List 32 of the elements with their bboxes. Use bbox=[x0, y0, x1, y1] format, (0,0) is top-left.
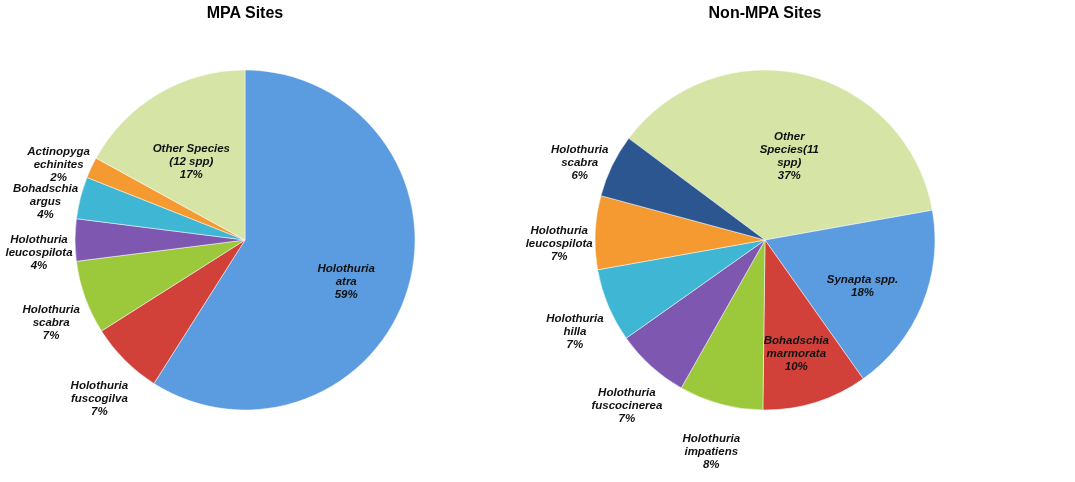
chart-title: Non-MPA Sites bbox=[708, 4, 822, 21]
data-label: 10% bbox=[784, 359, 808, 372]
data-label: 2% bbox=[49, 171, 67, 184]
slice-label: Holothuria hilla bbox=[546, 312, 605, 338]
slice-label: Holothuria scabra bbox=[22, 302, 81, 328]
slice-label: Holothuria leucospilota bbox=[5, 233, 74, 258]
slice-label: Holothuria scabra bbox=[550, 142, 610, 168]
slice-label: Other Species(11 spp) bbox=[759, 130, 819, 169]
slice-label: Holothuria fuscogilva bbox=[70, 378, 129, 404]
data-label: 7% bbox=[566, 338, 584, 351]
slice-label: Bohadschia marmorata bbox=[763, 333, 830, 359]
data-label: 4% bbox=[29, 259, 48, 271]
slice-label: Holothuria impatiens bbox=[682, 431, 741, 457]
data-label: 17% bbox=[179, 168, 203, 181]
slice-label: Holothuria fuscocinerea bbox=[591, 385, 663, 411]
data-label: 37% bbox=[777, 169, 801, 182]
slice-label: Other Species (12 spp) bbox=[152, 142, 231, 168]
data-label: 8% bbox=[702, 457, 720, 470]
data-label: 7% bbox=[91, 404, 108, 417]
data-label: 7% bbox=[618, 411, 636, 424]
slice-label: Synapta spp. bbox=[826, 273, 899, 286]
data-label: 59% bbox=[334, 288, 358, 301]
data-label: 6% bbox=[571, 168, 589, 181]
slice-label: Bohadschia argus bbox=[12, 181, 79, 207]
data-label: 7% bbox=[550, 249, 568, 262]
slice-label: Actinopyga echinites bbox=[26, 145, 91, 171]
slice-label: Holothuria leucospilota bbox=[525, 223, 594, 249]
chart-title: MPA Sites bbox=[206, 4, 284, 21]
data-label: 7% bbox=[42, 328, 60, 341]
slice-label: Holothuria atra bbox=[317, 262, 376, 288]
data-label: 18% bbox=[850, 286, 875, 299]
data-label: 4% bbox=[36, 207, 54, 220]
